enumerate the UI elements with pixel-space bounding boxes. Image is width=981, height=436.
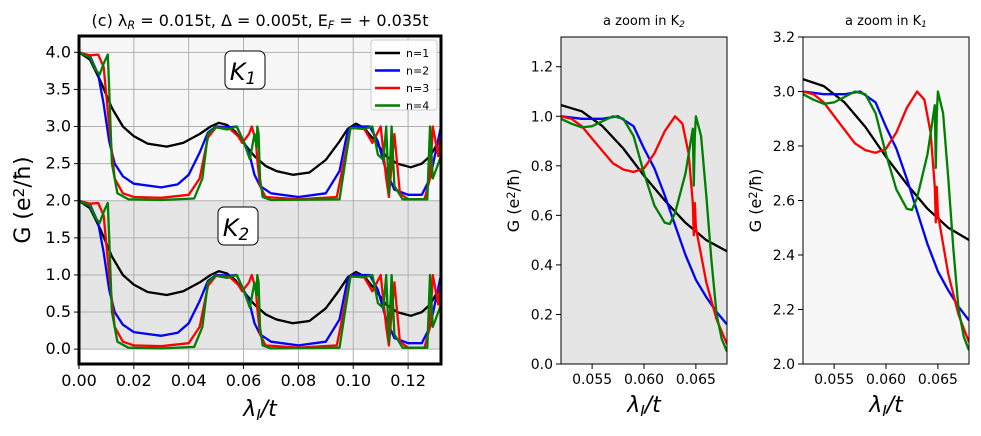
x-tick-label: 0.065 [676,372,716,388]
x-tick-label: 0.10 [335,371,371,390]
k1-label: K1 [230,58,256,88]
axes-frame [77,34,443,366]
x-tick-label: 0.055 [572,372,612,388]
k1-label-box [224,50,266,90]
series-line-n [803,90,969,351]
y-tick-label: 1.5 [46,228,71,247]
series-line-n3-k2 [79,199,441,349]
plot-background [803,37,969,364]
series-line-n [803,90,969,343]
y-tick-label: 2.8 [773,139,795,155]
series-group [79,51,441,350]
zoom-k2-chart: 0.055 0.060 0.065 0.0 0.2 0.4 0.6 0.8 1.0 1.2 a zo… [504,14,728,420]
k2-label: K2 [223,214,249,244]
x-tick-label: 0.055 [814,372,854,388]
x-tick-label: 0.06 [226,371,262,390]
plot-background [561,37,727,364]
series-group [803,78,969,351]
main-chart: 0.00 0.02 0.04 0.06 0.08 0.10 0.12 0.0 0.5 1.0 1.5… [10,11,443,424]
x-tick-label: 0.04 [171,371,207,390]
y-tick-label: 3.5 [46,79,71,98]
chart-title: (c) λR = 0.015t, Δ = 0.005t, EF = + 0.03… [92,11,429,32]
series-line-n [803,90,969,322]
series-line-n [561,115,727,345]
legend-label-n2: n=2 [406,65,429,78]
y-tick-label: 0.2 [531,307,553,323]
legend-label-n4: n=4 [406,100,429,113]
y-tick-label: 0.0 [46,339,71,358]
series-line-n3-k1 [79,51,441,201]
series-line-n4-k2 [79,199,441,350]
k2-label-box [217,206,259,246]
legend: n=1 n=2 n=3 n=4 [370,39,438,113]
series-line-n4-k1 [79,51,441,202]
y-tick-label: 1.0 [46,265,71,284]
y-tick-label: 2.5 [46,154,71,173]
x-axis-label: λI/t [242,397,278,424]
x-tick-label: 0.12 [390,371,426,390]
legend-label-n1: n=1 [406,47,429,60]
x-axis-label: λI/t [626,393,662,420]
y-tick-label: 1.0 [531,109,553,125]
y-tick-label: 0.6 [531,208,553,224]
y-axis-label: G (e2/ħ) [746,169,765,232]
y-tick-label: 0.5 [46,302,71,321]
legend-label-n3: n=3 [406,82,429,95]
y-tick-label: 1.2 [531,60,553,76]
y-axis-label: G (e2/ħ) [504,169,523,232]
y-axis-label: G (e2/ħ) [10,156,36,243]
x-tick-label: 0.060 [624,372,664,388]
x-tick-label: 0.00 [61,371,97,390]
series-line-n [561,115,727,326]
x-tick-label: 0.02 [116,371,152,390]
y-tick-label: 2.6 [773,194,795,210]
x-tick-label: 0.060 [866,372,906,388]
legend-box [370,39,438,111]
y-tick-label: 4.0 [46,42,71,61]
x-tick-label: 0.08 [281,371,317,390]
series-group [561,103,727,353]
y-tick-label: 3.0 [46,117,71,136]
y-tick-label: 3.0 [773,85,795,101]
series-line-n [561,115,727,353]
y-tick-label: 0.8 [531,159,553,175]
y-tick-label: 0.0 [531,357,553,373]
y-tick-label: 2.0 [773,357,795,373]
x-axis-label: λI/t [868,393,904,420]
y-tick-label: 2.4 [773,248,795,264]
x-tick-label: 0.065 [918,372,958,388]
y-tick-label: 2.0 [46,191,71,210]
y-tick-label: 2.2 [773,303,795,319]
chart-title: a zoom in K2 [603,14,685,30]
y-tick-label: 3.2 [773,30,795,46]
y-tick-label: 0.4 [531,258,553,274]
chart-title: a zoom in K1 [845,14,927,30]
zoom-k1-chart: 0.055 0.060 0.065 2.0 2.2 2.4 2.6 2.8 3.0 3.2 a zo… [746,14,970,420]
